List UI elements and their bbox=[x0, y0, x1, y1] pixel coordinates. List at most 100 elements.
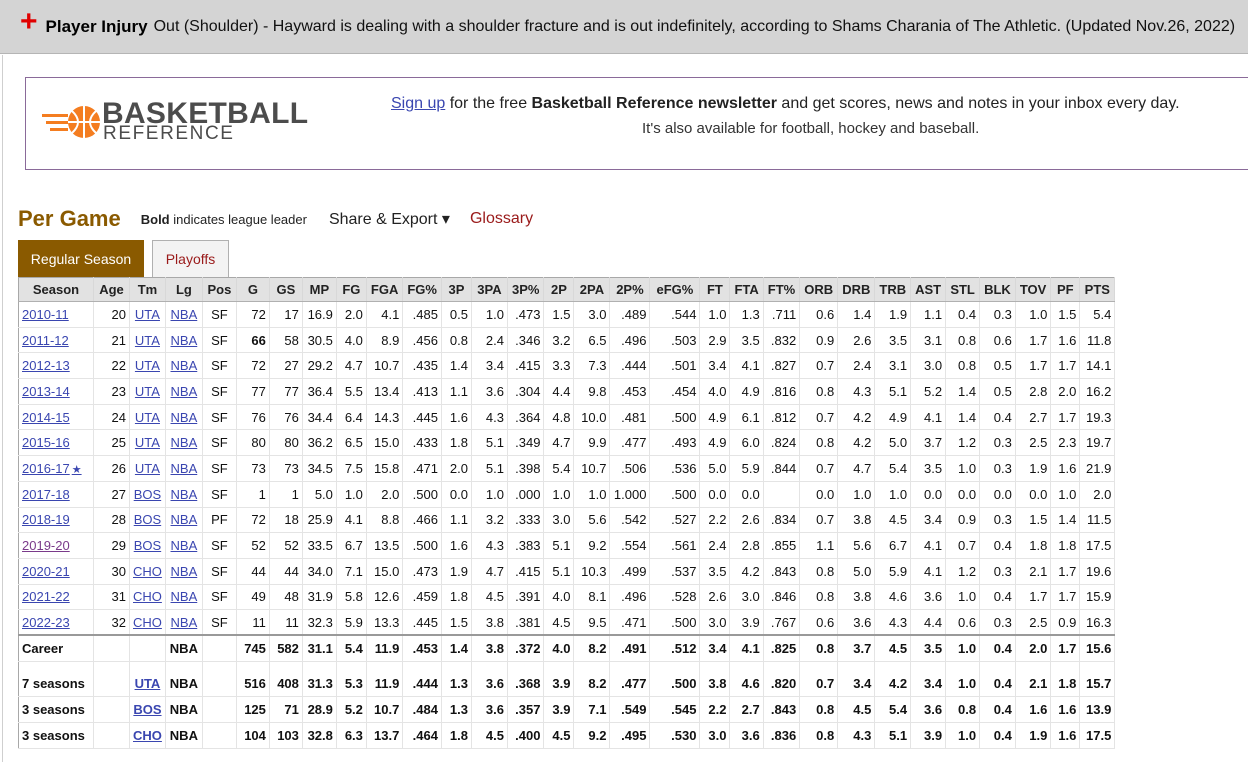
col-header-fga[interactable]: FGA bbox=[366, 277, 404, 302]
cell-tm[interactable]: BOS bbox=[129, 696, 166, 723]
cell-lg[interactable]: NBA bbox=[165, 584, 203, 611]
cell-lg[interactable]: NBA bbox=[165, 404, 203, 431]
season-row: 2022-23 32 CHO NBA SF 11 11 32.3 5.9 13.3.445 1.5 3… bbox=[18, 609, 1116, 636]
cell-2pa: 9.2 bbox=[573, 722, 611, 749]
col-header-3p[interactable]: 3P bbox=[441, 277, 472, 302]
cell-drb: 3.7 bbox=[837, 634, 876, 662]
cell-ast: 3.9 bbox=[910, 722, 947, 749]
cell-season[interactable]: 2022-23 bbox=[18, 609, 94, 636]
cell-tm[interactable]: UTA bbox=[129, 671, 166, 698]
cell-lg[interactable]: NBA bbox=[165, 558, 203, 585]
cell-g: 125 bbox=[236, 696, 270, 723]
cell-tm[interactable]: UTA bbox=[129, 327, 166, 354]
cell-season[interactable]: 2013-14 bbox=[18, 378, 94, 405]
cell-season[interactable]: 2016-17 ★ bbox=[18, 455, 94, 482]
cell-tm[interactable]: BOS bbox=[129, 532, 166, 559]
cell-lg[interactable]: NBA bbox=[165, 609, 203, 636]
cell-stl: 0.6 bbox=[945, 609, 981, 636]
cell-season[interactable]: 2018-19 bbox=[18, 507, 94, 534]
cell-efg-pct: .561 bbox=[649, 532, 701, 559]
cell-fg: 4.7 bbox=[336, 352, 367, 380]
cell-season[interactable]: 2011-12 bbox=[18, 327, 94, 354]
cell-stl: 1.0 bbox=[945, 634, 981, 662]
col-header-tov[interactable]: TOV bbox=[1015, 277, 1052, 302]
tab-regular-season[interactable]: Regular Season bbox=[18, 240, 144, 277]
cell-season[interactable]: 2020-21 bbox=[18, 558, 94, 585]
cell-lg[interactable]: NBA bbox=[165, 352, 203, 380]
col-header-tm[interactable]: Tm bbox=[129, 277, 166, 302]
cell-lg[interactable]: NBA bbox=[165, 455, 203, 482]
cell-fg: 6.4 bbox=[336, 404, 367, 431]
cell-tm[interactable]: CHO bbox=[129, 609, 166, 636]
cell-ft: 2.2 bbox=[699, 507, 731, 534]
cell-fg: 5.4 bbox=[336, 634, 367, 662]
cell-lg[interactable]: NBA bbox=[165, 507, 203, 534]
col-header-ast[interactable]: AST bbox=[910, 277, 947, 302]
cell-tm[interactable]: UTA bbox=[129, 352, 166, 380]
col-header-pos[interactable]: Pos bbox=[202, 277, 237, 302]
col-header-2pa[interactable]: 2PA bbox=[573, 277, 611, 302]
cell-tm[interactable]: BOS bbox=[129, 481, 166, 508]
cell-season[interactable]: 2017-18 bbox=[18, 481, 94, 508]
cell-lg[interactable]: NBA bbox=[165, 429, 203, 457]
col-header-stl[interactable]: STL bbox=[945, 277, 981, 302]
cell-tm[interactable]: CHO bbox=[129, 584, 166, 611]
col-header-fta[interactable]: FTA bbox=[729, 277, 764, 302]
cell-pf: 1.7 bbox=[1050, 634, 1081, 662]
col-header-gs[interactable]: GS bbox=[269, 277, 303, 302]
cell-tm[interactable]: UTA bbox=[129, 429, 166, 457]
cell-season[interactable]: 2019-20 bbox=[18, 532, 94, 559]
col-header-fg-pct[interactable]: FG% bbox=[402, 277, 442, 302]
col-header-season[interactable]: Season bbox=[18, 277, 94, 302]
col-header-drb[interactable]: DRB bbox=[837, 277, 876, 302]
cell-season[interactable]: 2015-16 bbox=[18, 429, 94, 457]
col-header-orb[interactable]: ORB bbox=[799, 277, 839, 302]
cell-tm[interactable]: UTA bbox=[129, 455, 166, 482]
cell-lg[interactable]: NBA bbox=[165, 532, 203, 559]
cell-season[interactable]: 2012-13 bbox=[18, 352, 94, 380]
cell-tm[interactable]: UTA bbox=[129, 378, 166, 405]
cell-tm[interactable]: UTA bbox=[129, 301, 166, 328]
cell-lg[interactable]: NBA bbox=[165, 378, 203, 405]
cell-season[interactable]: 2021-22 bbox=[18, 584, 94, 611]
col-header-ft-pct[interactable]: FT% bbox=[763, 277, 801, 302]
cell-tm[interactable]: UTA bbox=[129, 404, 166, 431]
col-header-ft[interactable]: FT bbox=[699, 277, 731, 302]
col-header-lg[interactable]: Lg bbox=[165, 277, 203, 302]
cell-lg[interactable]: NBA bbox=[165, 327, 203, 354]
share-export-menu[interactable]: Share & Export ▾ bbox=[328, 211, 450, 228]
col-header-trb[interactable]: TRB bbox=[874, 277, 912, 302]
season-row: 2010-11 20 UTA NBA SF 72 17 16.9 2.0 4.1.485 0.5 1.… bbox=[18, 301, 1116, 328]
col-header-2p[interactable]: 2P bbox=[543, 277, 575, 302]
col-header-pts[interactable]: PTS bbox=[1079, 277, 1116, 302]
cell-fga: 8.9 bbox=[366, 327, 404, 354]
cell-tm[interactable]: CHO bbox=[129, 722, 166, 749]
col-header-efg-pct[interactable]: eFG% bbox=[649, 277, 701, 302]
glossary-link[interactable]: Glossary bbox=[469, 210, 534, 227]
basketball-reference-logo[interactable]: BASKETBALL REFERENCE bbox=[42, 98, 312, 148]
col-header-mp[interactable]: MP bbox=[302, 277, 337, 302]
col-header-age[interactable]: Age bbox=[93, 277, 130, 302]
tab-playoffs[interactable]: Playoffs bbox=[152, 240, 229, 277]
spacer-cell bbox=[763, 661, 801, 672]
signup-link[interactable]: Sign up bbox=[391, 95, 446, 112]
col-header-blk[interactable]: BLK bbox=[979, 277, 1016, 302]
col-header-2p-pct[interactable]: 2P% bbox=[609, 277, 651, 302]
cell-lg[interactable]: NBA bbox=[165, 301, 203, 328]
col-header-pf[interactable]: PF bbox=[1050, 277, 1081, 302]
col-header-3p-pct[interactable]: 3P% bbox=[507, 277, 545, 302]
cell-lg[interactable]: NBA bbox=[165, 481, 203, 508]
cell-gs: 44 bbox=[269, 558, 303, 585]
col-header-g[interactable]: G bbox=[236, 277, 270, 302]
cell-orb: 0.8 bbox=[799, 378, 839, 405]
cell-season[interactable]: 2014-15 bbox=[18, 404, 94, 431]
col-header-3pa[interactable]: 3PA bbox=[471, 277, 508, 302]
cell-tm[interactable]: CHO bbox=[129, 558, 166, 585]
cell-2pa: 7.1 bbox=[573, 696, 611, 723]
season-row: 2012-13 22 UTA NBA SF 72 27 29.2 4.7 10.7.435 1.4 3… bbox=[18, 352, 1116, 380]
cell-tm[interactable]: BOS bbox=[129, 507, 166, 534]
cell-season[interactable]: 2010-11 bbox=[18, 301, 94, 328]
spacer-cell bbox=[269, 661, 303, 672]
cell-blk: 0.3 bbox=[979, 609, 1016, 636]
col-header-fg[interactable]: FG bbox=[336, 277, 367, 302]
